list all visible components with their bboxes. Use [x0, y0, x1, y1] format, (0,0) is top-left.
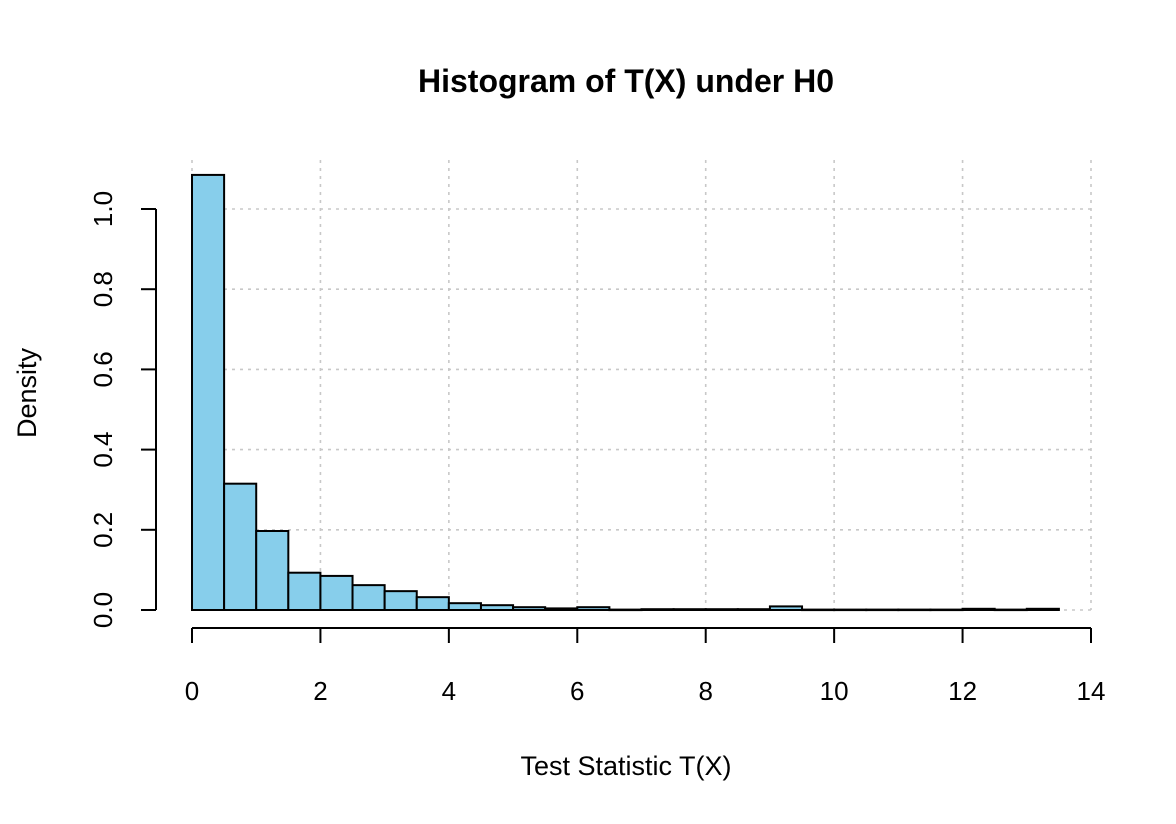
y-tick-label: 1.0	[88, 191, 118, 227]
histogram-bar	[736, 608, 771, 611]
histogram-bar	[512, 606, 547, 611]
histogram-bar	[287, 571, 322, 611]
x-axis-label: Test Statistic T(X)	[520, 751, 731, 781]
y-axis-label: Density	[12, 347, 42, 438]
grid-layer	[191, 160, 1092, 611]
histogram-bar	[415, 596, 450, 612]
histogram-bar	[351, 584, 386, 611]
y-tick-label: 0.2	[88, 512, 118, 548]
histogram-bar	[993, 608, 1028, 612]
x-tick-label: 10	[820, 676, 849, 706]
x-tick-label: 4	[442, 676, 456, 706]
x-tick-label: 2	[313, 676, 327, 706]
histogram-bar	[447, 602, 482, 611]
histogram-bar	[1025, 607, 1060, 611]
histogram-bar	[704, 608, 739, 611]
histogram-bar	[255, 530, 290, 611]
y-tick-label: 0.0	[88, 592, 118, 628]
histogram-bar	[191, 173, 226, 611]
histogram-bar	[961, 607, 996, 611]
x-tick-label: 6	[570, 676, 584, 706]
bars-layer	[191, 173, 1060, 612]
chart-title: Histogram of T(X) under H0	[418, 63, 834, 99]
histogram-bar	[929, 608, 964, 612]
y-tick-label: 0.4	[88, 432, 118, 468]
y-tick-label: 0.8	[88, 271, 118, 307]
histogram-bar	[768, 605, 804, 611]
histogram-bar	[640, 608, 675, 611]
histogram-bar	[833, 608, 868, 612]
histogram-bar	[865, 608, 900, 612]
histogram-bar	[672, 608, 707, 611]
axes-layer: 0 2 4 6 8 10 12 14 0.0 0.2 0.4 0.6 0.8 1.0	[88, 191, 1105, 706]
x-tick-label: 8	[698, 676, 712, 706]
histogram-bar	[801, 608, 836, 612]
x-tick-label: 12	[948, 676, 977, 706]
histogram-bar	[897, 608, 932, 612]
histogram-bar	[223, 482, 258, 611]
histogram-bar	[608, 608, 643, 612]
x-tick-label: 0	[185, 676, 199, 706]
y-tick-label: 0.6	[88, 351, 118, 387]
histogram-bar	[544, 607, 579, 611]
histogram-bar	[479, 604, 515, 611]
histogram-bar	[576, 606, 611, 611]
histogram-bar	[319, 574, 354, 611]
histogram-bar	[383, 590, 418, 612]
x-tick-label: 14	[1077, 676, 1106, 706]
